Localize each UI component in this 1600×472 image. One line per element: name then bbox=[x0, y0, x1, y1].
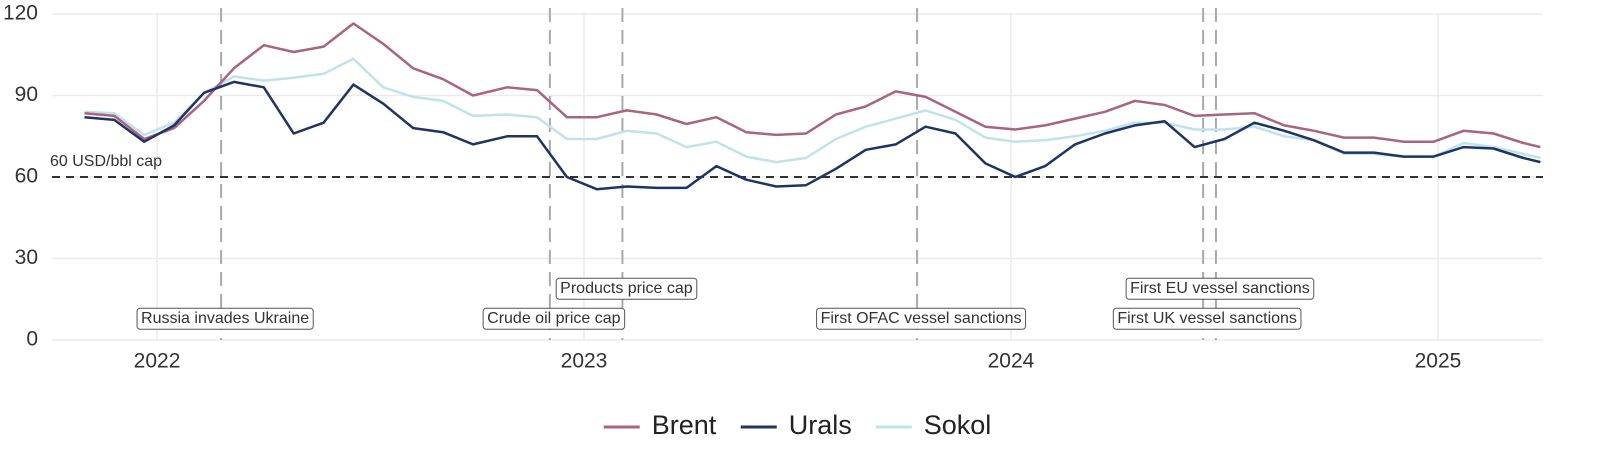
event-label-box bbox=[816, 307, 1027, 330]
x-tick-label: 2024 bbox=[988, 350, 1035, 373]
event-label: Products price cap bbox=[560, 280, 693, 297]
event-label: Russia invades Ukraine bbox=[141, 310, 309, 327]
event-label-box bbox=[1125, 277, 1315, 300]
event-label-box bbox=[1112, 307, 1302, 330]
series-line bbox=[84, 22, 1541, 149]
legend: Brent Urals Sokol bbox=[603, 410, 992, 440]
event-label: Crude oil price cap bbox=[487, 310, 621, 327]
event-label-box bbox=[482, 307, 626, 330]
event-annotation: Crude oil price cap bbox=[482, 307, 626, 330]
y-tick-label: 0 bbox=[26, 328, 38, 351]
y-tick-label: 60 bbox=[15, 165, 38, 188]
event-label: First UK vessel sanctions bbox=[1117, 310, 1297, 327]
y-tick-label: 30 bbox=[15, 246, 38, 269]
event-annotation: Products price cap bbox=[555, 277, 698, 300]
legend-label: Urals bbox=[789, 410, 852, 440]
legend-label: Brent bbox=[652, 410, 717, 440]
event-label: First OFAC vessel sanctions bbox=[821, 310, 1022, 327]
x-tick-label: 2022 bbox=[134, 350, 181, 373]
event-label-box bbox=[136, 307, 314, 330]
x-tick-label: 2025 bbox=[1415, 350, 1462, 373]
series-line bbox=[84, 80, 1541, 191]
x-tick-label: 2023 bbox=[561, 350, 608, 373]
event-annotation: First OFAC vessel sanctions bbox=[816, 307, 1027, 330]
event-label-box bbox=[555, 277, 698, 300]
cap-label: 60 USD/bbl cap bbox=[50, 153, 162, 170]
event-annotation: First UK vessel sanctions bbox=[1112, 307, 1302, 330]
event-annotation: Russia invades Ukraine bbox=[136, 307, 314, 330]
event-annotation: First EU vessel sanctions bbox=[1125, 277, 1315, 300]
event-label: First EU vessel sanctions bbox=[1130, 280, 1310, 297]
y-tick-label: 90 bbox=[15, 83, 38, 106]
y-tick-label: 120 bbox=[3, 2, 38, 25]
legend-label: Sokol bbox=[924, 410, 992, 440]
